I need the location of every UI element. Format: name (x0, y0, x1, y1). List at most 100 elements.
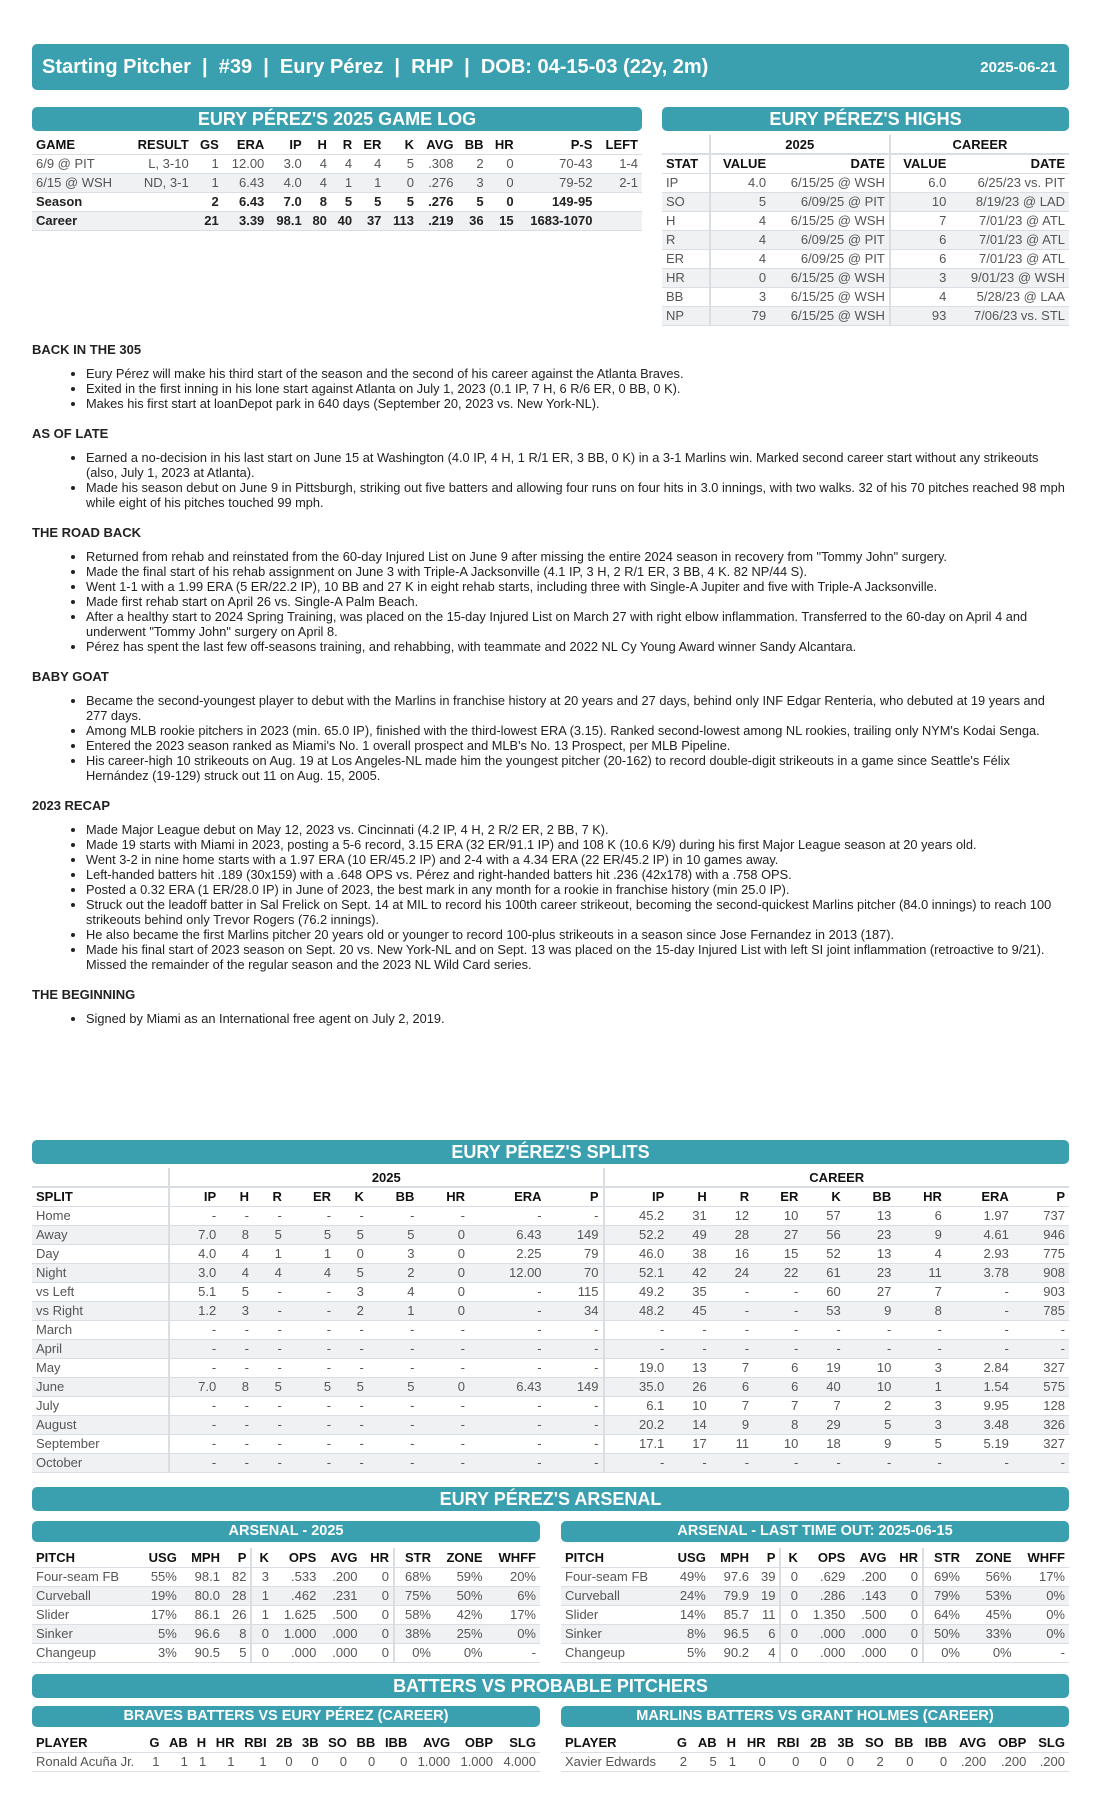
table-row: March - - - - - - - - - - - - - - - - - - (32, 1320, 1069, 1340)
table-cell: 0% (1015, 1605, 1069, 1625)
column-header: H (668, 1187, 711, 1207)
table-cell: 35.0 (603, 1377, 669, 1397)
table-cell: Four-seam FB (561, 1567, 668, 1587)
highs-table: 2025 CAREER STAT VALUE DATE VALUE DATE IP 4.0 6/1… (662, 135, 1069, 326)
column-header: OPS (801, 1548, 850, 1568)
column-header: HR (418, 1187, 469, 1207)
table-cell: - (220, 1358, 254, 1378)
table-row: September - - - - - - - - -17.1 17 11 10 18 9 5 5.19 327 (32, 1434, 1069, 1454)
table-cell: - (469, 1434, 546, 1454)
table-cell: 0 (322, 1752, 351, 1772)
table-cell: 5 (385, 154, 418, 174)
table-cell: 1 (253, 1244, 286, 1264)
column-header: K (251, 1548, 273, 1568)
table-cell: - (285, 1415, 336, 1435)
column-header: H (220, 1187, 254, 1207)
table-cell: 0 (361, 1605, 396, 1625)
table-cell: 26 (223, 1605, 253, 1625)
list-item: Eury Pérez will make his third start of … (86, 366, 1069, 381)
arsenal-2025-title: ARSENAL - 2025 (32, 1521, 540, 1542)
table-cell: 3.39 (222, 211, 269, 231)
notes-list: Eury Pérez will make his third start of … (86, 366, 1069, 411)
table-cell: 45.2 (603, 1206, 669, 1226)
table-cell: 96.6 (180, 1624, 224, 1644)
table-cell: 3 (220, 1301, 254, 1321)
group-header: 2025 (169, 1168, 605, 1188)
column-header: MPH (709, 1548, 753, 1568)
table-cell: 6% (486, 1586, 540, 1606)
table-cell: 24% (667, 1586, 710, 1606)
table-cell: 6 (753, 1358, 803, 1378)
group-header: CAREER (889, 135, 1069, 155)
column-header: AVG (417, 135, 458, 155)
table-cell: 0 (418, 1244, 469, 1264)
table-cell: - (844, 1339, 896, 1359)
table-cell: 5 (335, 1225, 368, 1245)
table-cell: 3 (457, 173, 488, 193)
highs-section: EURY PÉREZ'S HIGHS 2025 CAREER STAT VALUE DA… (662, 107, 1069, 326)
table-cell: 0 (769, 1752, 804, 1772)
table-cell: 5 (330, 192, 357, 212)
column-header: ERA (945, 1187, 1013, 1207)
table-cell: 35 (668, 1282, 711, 1302)
table-cell: 6 (710, 1377, 754, 1397)
table-cell: 5 (253, 1225, 286, 1245)
table-cell: 23 (844, 1263, 896, 1283)
table-cell: 79.9 (709, 1586, 753, 1606)
table-cell: 4 (889, 287, 951, 307)
table-row: R 4 6/09/25 @ PIT 6 7/01/23 @ ATL (662, 230, 1069, 250)
table-cell: 6 (895, 1206, 946, 1226)
table-cell: 0 (780, 1605, 802, 1625)
column-header: SLG (497, 1733, 540, 1753)
column-header: BB (350, 1733, 380, 1753)
list-item: Went 1-1 with a 1.99 ERA (5 ER/22.2 IP),… (86, 579, 1069, 594)
table-row: Four-seam FB 55% 98.1 82 3.533.200 0 68% 59% 20% (32, 1567, 540, 1587)
table-cell: 115 (545, 1282, 605, 1302)
table-row: Four-seam FB 49% 97.6 39 0.629.200 0 69% 56% 17% (561, 1567, 1069, 1587)
column-header: SO (322, 1733, 351, 1753)
table-cell: 0 (487, 154, 518, 174)
table-cell: 13 (844, 1206, 896, 1226)
table-row: 6/9 @ PIT L, 3-10 1 12.00 3.0 4 4 4 5.308 2 0 70-43… (32, 154, 642, 174)
table-cell: 4 (285, 1263, 336, 1283)
table-cell: - (169, 1434, 221, 1454)
arsenal-section: EURY PÉREZ'S ARSENAL ARSENAL - 2025 PITCH… (32, 1487, 1069, 1663)
table-cell: 908 (1012, 1263, 1069, 1283)
table-cell: 4.000 (497, 1752, 540, 1772)
table-cell: Slider (32, 1605, 139, 1625)
table-cell: - (802, 1453, 845, 1473)
header-row: SPLIT IP H R ER K BB HR ERA P IP H R ER K BB HR ERA P (32, 1187, 1069, 1207)
table-cell: - (418, 1358, 469, 1378)
table-cell: 10 (889, 192, 951, 212)
table-cell: 0 (890, 1643, 925, 1663)
table-row: Night 3.0 4 4 4 5 2 0 12.00 70 52.1 42 24 22 61 23 11 3.7… (32, 1263, 1069, 1283)
table-cell: 0% (394, 1643, 435, 1663)
column-header: 2B (270, 1733, 297, 1753)
table-cell: 10 (844, 1358, 896, 1378)
table-cell: 3 (889, 268, 951, 288)
table-cell: - (220, 1339, 254, 1359)
table-row: vs Right 1.2 3- -2 1 0-34 48.2 45- -53 9 8-785 (32, 1301, 1069, 1321)
table-cell: 0% (964, 1643, 1016, 1663)
table-cell: Away (32, 1225, 171, 1245)
table-cell: 1683-1070 (517, 211, 597, 231)
table-cell: - (253, 1320, 286, 1340)
table-cell: 6/15/25 @ WSH (770, 287, 891, 307)
table-cell: 25% (435, 1624, 487, 1644)
column-header: STAT (662, 154, 711, 174)
table-cell: 6 (889, 230, 951, 250)
table-cell: - (603, 1453, 669, 1473)
column-header: USG (667, 1548, 710, 1568)
column-header: STR (394, 1548, 435, 1568)
column-header: P (223, 1548, 253, 1568)
table-cell: 149 (545, 1225, 605, 1245)
table-cell: 1 (192, 173, 223, 193)
table-cell: 7 (710, 1358, 754, 1378)
column-header: R (710, 1187, 754, 1207)
column-header: R (253, 1187, 286, 1207)
table-cell: 1 (210, 1752, 239, 1772)
table-cell: 14 (668, 1415, 711, 1435)
column-header: AB (691, 1733, 721, 1753)
table-cell: 4 (709, 249, 771, 269)
header-row: PITCH USG MPH P K OPS AVG HR STR ZONE WHFF (32, 1548, 540, 1568)
